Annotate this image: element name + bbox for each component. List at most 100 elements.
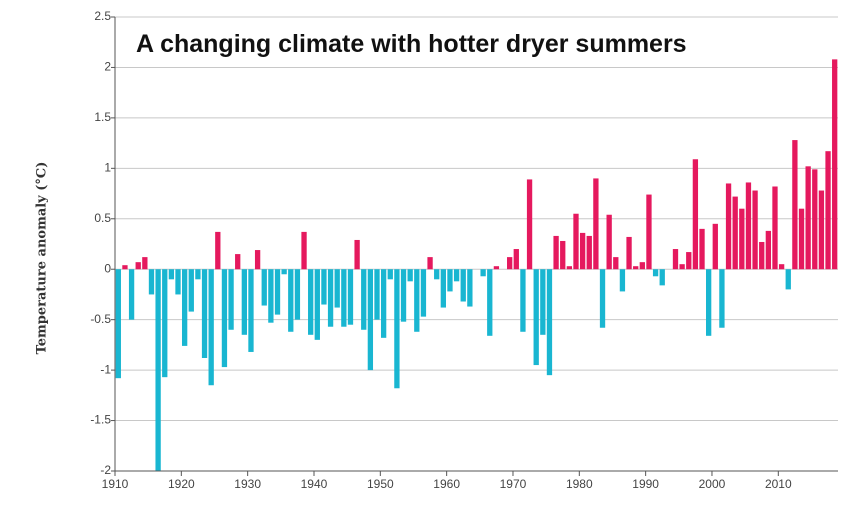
bar (228, 269, 234, 330)
bar (533, 269, 539, 366)
bar (367, 269, 374, 371)
bar (546, 269, 553, 376)
bar (215, 231, 221, 270)
bar (566, 266, 573, 270)
y-tick-label: -0.5 (90, 312, 111, 326)
x-tick-label: 1910 (102, 477, 129, 491)
bar (168, 269, 175, 280)
bar (606, 214, 612, 270)
bar (593, 178, 599, 270)
bar (772, 186, 778, 270)
bar (778, 264, 785, 270)
bar (752, 190, 758, 270)
bar (248, 269, 254, 352)
bar (235, 254, 241, 270)
bar (334, 269, 340, 308)
x-tick-label: 1990 (632, 477, 659, 491)
bar (732, 196, 738, 270)
bar (712, 223, 718, 270)
bar (765, 230, 772, 270)
bar (805, 166, 811, 270)
bar (347, 269, 354, 325)
bar (513, 249, 519, 270)
bar (672, 249, 679, 270)
y-tick-label: 0 (104, 261, 111, 275)
x-tick-label: 1960 (433, 477, 460, 491)
x-tick-label: 1950 (367, 477, 394, 491)
bar (659, 269, 665, 286)
bar (420, 269, 427, 317)
bar (308, 269, 314, 335)
bar (487, 269, 493, 336)
bar (792, 140, 798, 270)
bar (633, 266, 639, 270)
y-tick-label: 2 (104, 60, 111, 74)
bar (361, 269, 367, 330)
bar (540, 269, 546, 335)
y-tick-label: 1 (104, 161, 111, 175)
y-tick-label: 2.5 (94, 9, 111, 23)
bar (181, 269, 188, 346)
bar (526, 179, 533, 270)
bar (619, 269, 626, 292)
bar (453, 269, 460, 282)
y-axis-label: Temperature anomaly (°C) (35, 162, 50, 355)
bar (460, 269, 466, 302)
bar (288, 269, 294, 332)
x-tick-label: 1940 (301, 477, 328, 491)
bar (162, 269, 168, 378)
bar (208, 269, 214, 386)
bar (599, 269, 606, 328)
x-tick-label: 1920 (168, 477, 195, 491)
bar (739, 208, 745, 270)
bar (686, 252, 692, 270)
bar (692, 159, 699, 270)
bar (314, 269, 320, 340)
y-tick-label: 0.5 (94, 211, 111, 225)
bar (341, 269, 347, 327)
bar (327, 269, 334, 327)
bar (480, 269, 486, 277)
x-tick-label: 1930 (234, 477, 261, 491)
bar (261, 269, 267, 306)
bar (553, 235, 559, 270)
bar (812, 169, 818, 270)
bar (507, 257, 513, 270)
bar (719, 269, 725, 328)
bar (573, 213, 579, 270)
bar (427, 257, 433, 270)
bar (195, 269, 201, 280)
bar (294, 269, 301, 320)
bar (759, 241, 765, 270)
bar (188, 269, 194, 312)
bar (380, 269, 387, 338)
bar (832, 59, 838, 270)
bar (679, 264, 685, 270)
bar (321, 269, 327, 305)
bar (354, 239, 360, 270)
bar (520, 269, 526, 332)
bar (407, 269, 413, 282)
bar (818, 190, 825, 270)
bar (586, 235, 592, 270)
bar (725, 183, 732, 270)
bar (646, 194, 652, 270)
bar (798, 208, 805, 270)
x-tick-label: 2010 (765, 477, 792, 491)
y-tick-label: -1.5 (90, 413, 111, 427)
bar (301, 231, 307, 270)
bar (268, 269, 274, 323)
bar (135, 262, 141, 270)
y-tick-label: -2 (100, 463, 111, 477)
y-tick-label: 1.5 (94, 110, 111, 124)
bar (128, 269, 135, 320)
bar (254, 250, 261, 270)
bar (374, 269, 380, 320)
bar (155, 269, 161, 471)
bar (493, 266, 500, 270)
bar (613, 257, 619, 270)
chart-title: A changing climate with hotter dryer sum… (136, 30, 687, 58)
bar (579, 232, 586, 270)
bar (241, 269, 247, 335)
bar (560, 240, 566, 270)
